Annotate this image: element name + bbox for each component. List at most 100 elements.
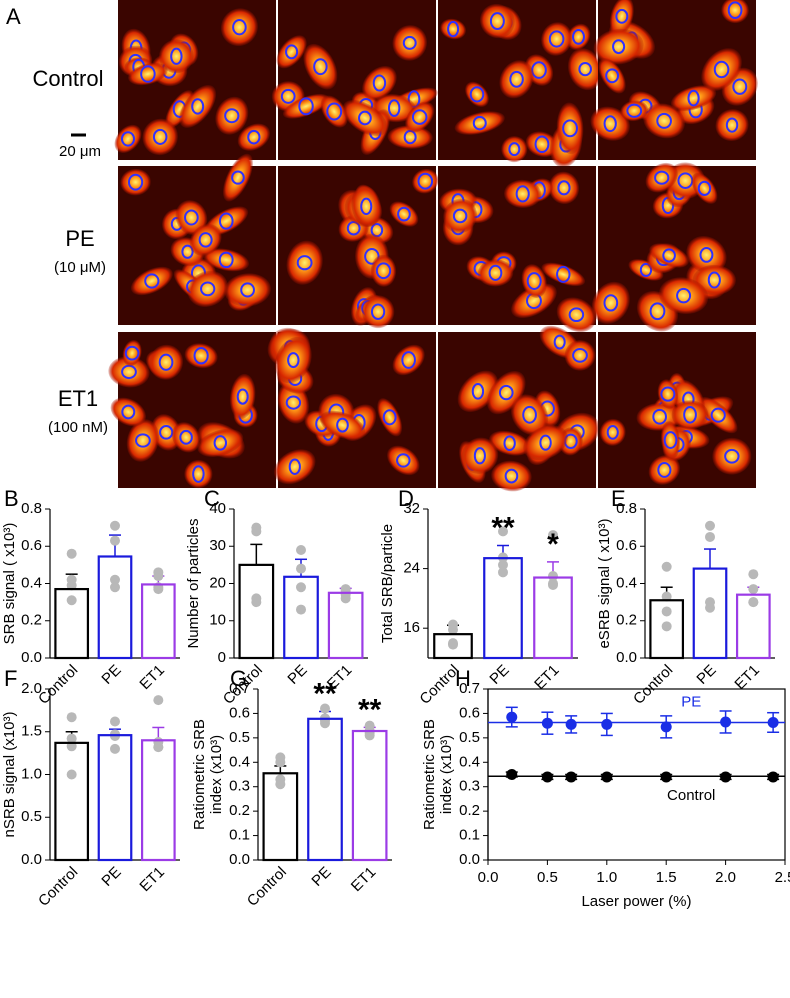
- bar: [97, 734, 133, 862]
- cell: [440, 18, 467, 40]
- cell: [276, 35, 307, 69]
- nucleus-outline: [471, 382, 485, 400]
- nucleus-outline: [170, 47, 183, 65]
- bar: [735, 593, 771, 660]
- cell: [645, 162, 678, 193]
- data-point: [720, 716, 732, 728]
- nucleus-outline: [498, 384, 514, 401]
- y-tick-label: 16: [403, 619, 420, 636]
- cell: [184, 343, 218, 369]
- cell: [712, 437, 752, 475]
- data-point: [296, 582, 306, 593]
- x-tick-label: ET1: [136, 662, 167, 693]
- nucleus-outline: [231, 170, 245, 185]
- cell: [658, 277, 709, 315]
- cell: [122, 339, 142, 367]
- nucleus-outline: [654, 170, 670, 185]
- cell: [392, 344, 425, 376]
- y-tick-label: 0.4: [616, 574, 637, 591]
- nucleus-outline: [120, 131, 136, 147]
- y-tick-label: 0.2: [459, 802, 480, 819]
- cell: [657, 379, 679, 409]
- cell: [224, 273, 271, 307]
- y-tick-label: 0.0: [21, 851, 42, 868]
- y-tick-label: 0.0: [229, 851, 250, 868]
- cell: [370, 254, 397, 287]
- nucleus-outline: [387, 99, 401, 117]
- data-point: [660, 721, 672, 733]
- cell: [126, 419, 160, 462]
- nucleus-outline: [280, 88, 296, 104]
- cell: [599, 418, 626, 446]
- y-tick-label: 0.3: [459, 778, 480, 795]
- nucleus-outline: [372, 74, 387, 92]
- nucleus-outline: [121, 404, 136, 420]
- x-tick-label: 0.0: [478, 869, 499, 886]
- nucleus-outline: [184, 209, 199, 226]
- nucleus-outline: [603, 115, 617, 133]
- bar: [307, 717, 343, 862]
- y-axis-label: index (x10³): [438, 735, 455, 814]
- cell: [556, 297, 597, 333]
- nucleus-outline: [522, 405, 537, 424]
- nucleus-outline: [572, 28, 585, 45]
- data-point: [506, 711, 518, 723]
- y-axis-label: index (x10³): [208, 735, 225, 814]
- significance: *: [547, 528, 559, 561]
- nucleus-outline: [652, 408, 667, 425]
- data-point: [110, 582, 120, 593]
- cell: [110, 397, 147, 427]
- x-tick-label: PE: [98, 864, 124, 890]
- y-tick-label: 0.2: [21, 612, 42, 629]
- nucleus-outline: [285, 44, 299, 60]
- cell: [184, 459, 213, 489]
- nucleus-outline: [287, 352, 300, 369]
- cell: [387, 125, 433, 149]
- nucleus-outline: [572, 348, 588, 363]
- cell: [521, 264, 547, 298]
- cell: [511, 283, 557, 319]
- nucleus-outline: [247, 129, 261, 145]
- nucleus-outline: [375, 262, 392, 280]
- nucleus-outline: [213, 435, 228, 451]
- data-point: [660, 771, 672, 783]
- data-point: [767, 716, 779, 728]
- nucleus-outline: [606, 425, 619, 440]
- cell: [319, 410, 366, 440]
- data-point: [275, 779, 286, 790]
- cell: [504, 179, 542, 208]
- nucleus-outline: [504, 468, 519, 484]
- plot-frame: [487, 688, 786, 861]
- nucleus-outline: [662, 248, 676, 263]
- nucleus-outline: [181, 244, 194, 259]
- nucleus-outline: [562, 119, 578, 138]
- nucleus-outline: [192, 465, 205, 483]
- data-point: [601, 718, 613, 730]
- panel-letter: A: [6, 4, 21, 29]
- cell: [175, 200, 208, 236]
- cell: [405, 101, 435, 133]
- nucleus-outline: [732, 78, 748, 95]
- cell: [114, 124, 142, 154]
- y-tick-label: 0.7: [459, 680, 480, 697]
- y-tick-label: 0.2: [616, 612, 637, 629]
- cell: [691, 172, 718, 204]
- data-point: [275, 757, 286, 768]
- data-point: [251, 597, 262, 608]
- y-tick-label: 1.0: [21, 765, 42, 782]
- nucleus-outline: [687, 89, 700, 107]
- cell: [660, 421, 681, 459]
- data-point: [296, 563, 306, 574]
- cell: [229, 373, 256, 420]
- cell: [412, 168, 439, 194]
- cell: [698, 397, 738, 434]
- nucleus-outline: [727, 1, 743, 19]
- cell: [721, 0, 749, 24]
- row-label: PE: [65, 226, 94, 251]
- y-axis-label: nSRB signal (x10³): [1, 712, 18, 838]
- y-tick-label: 0.5: [21, 808, 42, 825]
- x-tick-label: ET1: [731, 662, 762, 693]
- nucleus-outline: [699, 247, 714, 263]
- y-tick-label: 30: [209, 537, 226, 554]
